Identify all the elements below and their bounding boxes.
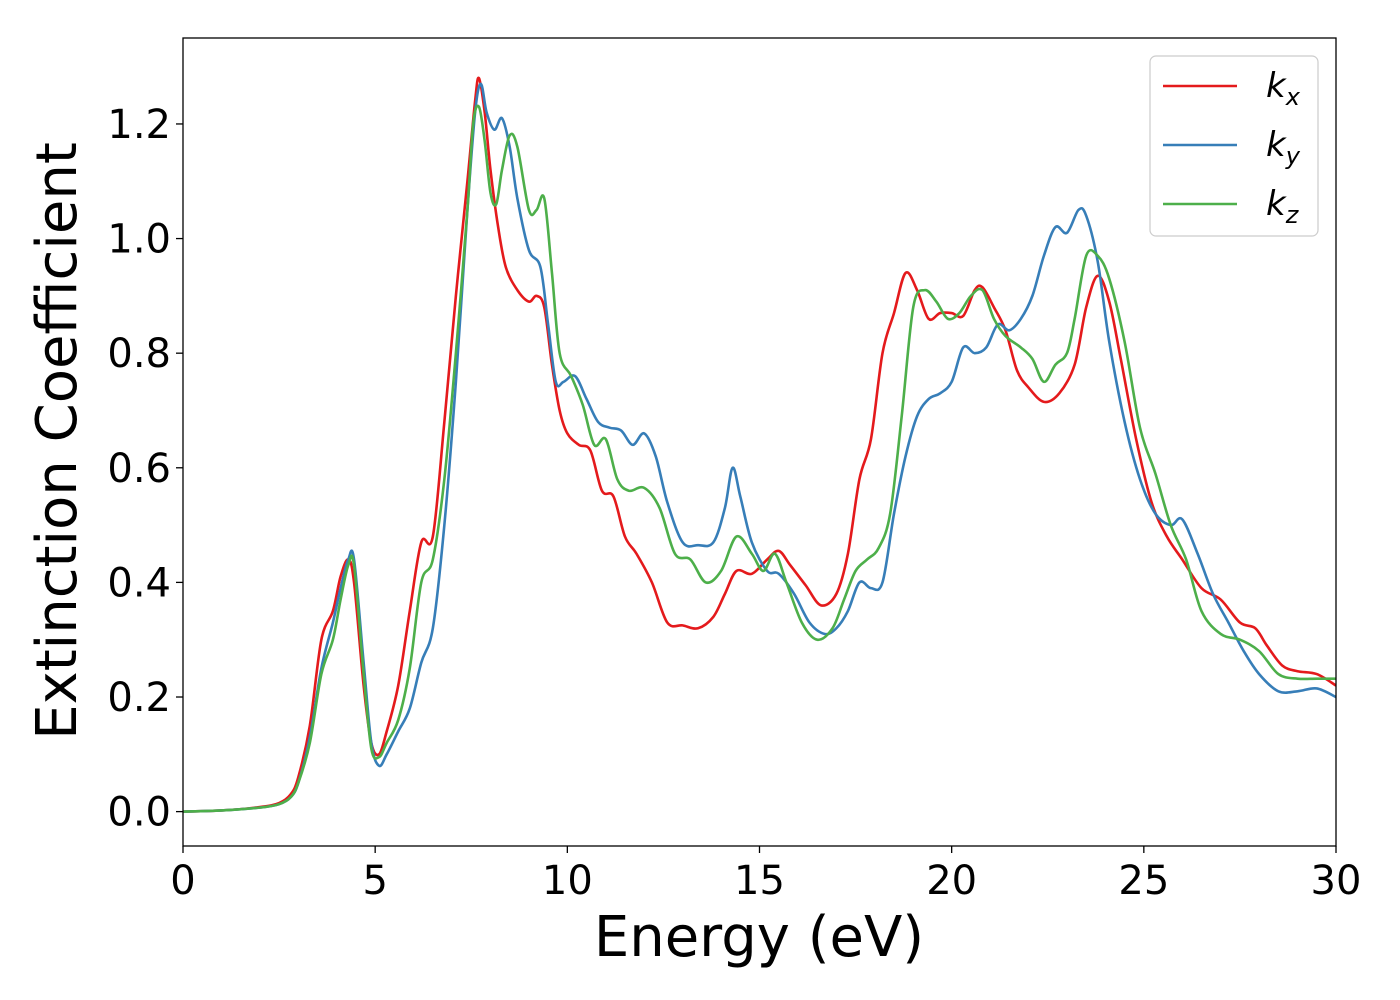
axes: 0 5 10 15 20 25 30 0.0 0.2 0.4 0.6 0.8 1.0 1.2: [107, 37, 1362, 904]
x-tick-label: 5: [362, 858, 387, 904]
series-lines: [183, 76, 1336, 813]
series-line-x: [183, 76, 1336, 813]
x-tick-label: 0: [170, 858, 195, 904]
x-tick-label: 15: [734, 858, 785, 904]
legend: kx ky kz: [1149, 55, 1319, 237]
legend-label-y: ky: [1266, 125, 1301, 170]
y-axis-title: Extinction Coefficient: [25, 142, 90, 740]
series-line-z: [183, 104, 1336, 813]
x-axis-title: Energy (eV): [594, 905, 924, 970]
y-tick-label: 0.0: [107, 790, 171, 836]
x-tick-label: 25: [1118, 858, 1169, 904]
x-tick-label: 10: [542, 858, 593, 904]
y-tick-label: 0.4: [107, 560, 171, 606]
series-line-y: [183, 82, 1336, 813]
y-tick-label: 0.2: [107, 675, 171, 721]
x-tick-label: 20: [926, 858, 977, 904]
y-tick-label: 0.8: [107, 331, 171, 377]
y-tick-label: 1.0: [107, 217, 171, 263]
legend-label-z: kz: [1266, 184, 1300, 229]
x-tick-label: 30: [1311, 858, 1362, 904]
y-tick-label: 1.2: [107, 102, 171, 148]
y-tick-label: 0.6: [107, 446, 171, 492]
legend-label-x: kx: [1266, 66, 1301, 111]
